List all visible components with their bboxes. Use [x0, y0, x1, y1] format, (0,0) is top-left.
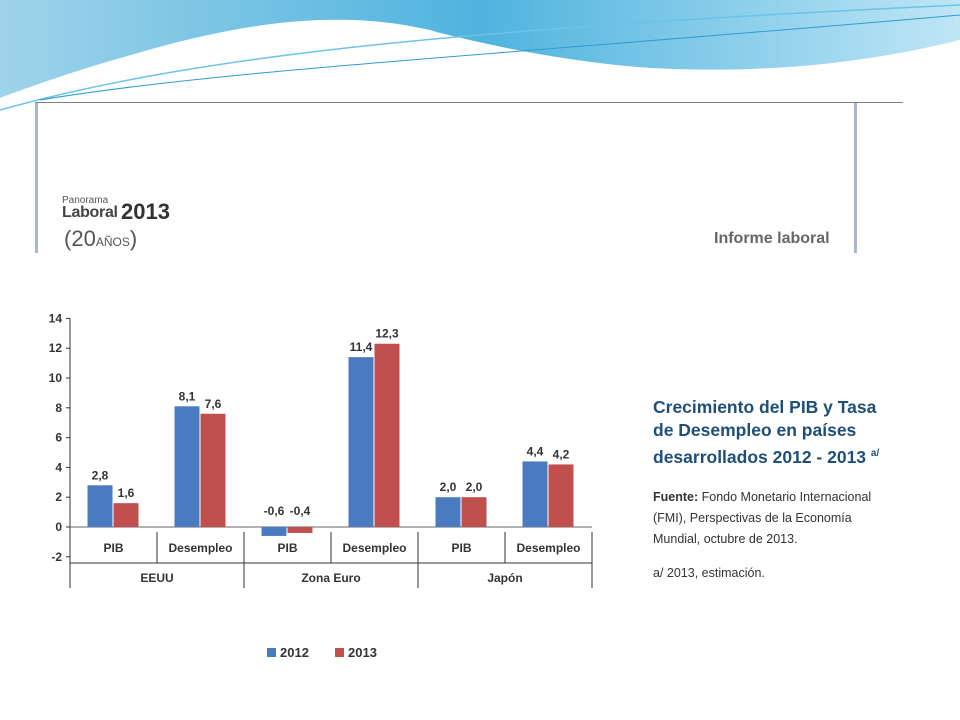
logo-anos: (20AÑOS): [64, 226, 138, 251]
bar: [200, 413, 226, 527]
logo-anos-number: 20: [71, 226, 96, 251]
x-category-label: PIB: [277, 541, 297, 555]
x-group-label: Zona Euro: [301, 571, 360, 585]
y-tick-label: -2: [51, 550, 62, 564]
data-label: 12,3: [375, 327, 399, 341]
chart-title-text: Crecimiento del PIB y Tasa de Desempleo …: [653, 397, 877, 467]
y-tick-label: 4: [55, 460, 62, 474]
legend-swatch: [267, 648, 276, 657]
bar: [348, 357, 374, 527]
x-category-label: PIB: [103, 541, 123, 555]
x-category-label: PIB: [451, 541, 471, 555]
data-label: 2,0: [466, 480, 483, 494]
logo-year: 2013: [121, 199, 170, 224]
source-body: Fondo Monetario Internacional (FMI), Per…: [653, 490, 872, 546]
chart-title-superscript: a/: [870, 448, 880, 459]
x-group-label: Japón: [487, 571, 522, 585]
x-category-label: Desempleo: [342, 541, 406, 555]
data-label: -0,4: [290, 504, 311, 518]
legend-label: 2012: [280, 645, 309, 660]
y-tick-label: 6: [55, 431, 62, 445]
y-tick-label: 8: [55, 401, 62, 415]
document-header: [35, 103, 857, 253]
logo-panorama-text: Panorama: [62, 195, 109, 206]
estimation-note: a/ 2013, estimación.: [653, 566, 765, 580]
bar: [522, 461, 548, 527]
bar: [374, 343, 400, 527]
y-tick-label: 2: [55, 490, 62, 504]
bar: [287, 527, 313, 533]
x-category-label: Desempleo: [516, 541, 580, 555]
data-label: 2,0: [440, 480, 457, 494]
bar: [435, 497, 461, 527]
y-tick-label: 10: [49, 371, 63, 385]
data-label: 8,1: [179, 389, 196, 403]
source-label: Fuente:: [653, 490, 699, 504]
logo-anos-word: AÑOS: [95, 235, 130, 249]
data-label: 11,4: [350, 340, 373, 354]
source-text: Fuente: Fondo Monetario Internacional (F…: [653, 487, 898, 550]
data-label: 2,8: [92, 468, 109, 482]
legend-label: 2013: [348, 645, 377, 660]
section-label: Informe laboral: [714, 230, 830, 247]
logo-laboral-text: Laboral: [62, 204, 118, 221]
bar: [113, 503, 139, 527]
data-label: 1,6: [118, 486, 135, 500]
bar: [261, 527, 287, 536]
chart-title: Crecimiento del PIB y Tasa de Desempleo …: [653, 396, 898, 469]
x-category-label: Desempleo: [168, 541, 232, 555]
bar: [174, 406, 200, 527]
data-label: 7,6: [205, 397, 222, 411]
legend-swatch: [335, 648, 344, 657]
header-rule: [35, 102, 903, 103]
bar-chart: -2 0 2 4 6 8 10 12 14 2,8 1,6 8,1 7,6 -0,6 -0,4 11,412,…: [49, 311, 593, 660]
data-label: -0,6: [264, 504, 285, 518]
bar: [548, 464, 574, 527]
x-group-label: EEUU: [140, 571, 173, 585]
y-tick-label: 0: [55, 520, 62, 534]
bar: [461, 497, 487, 527]
bar: [87, 485, 113, 527]
data-label: 4,2: [553, 447, 570, 461]
y-tick-label: 14: [49, 311, 63, 325]
y-tick-label: 12: [49, 341, 63, 355]
data-label: 4,4: [527, 444, 544, 458]
